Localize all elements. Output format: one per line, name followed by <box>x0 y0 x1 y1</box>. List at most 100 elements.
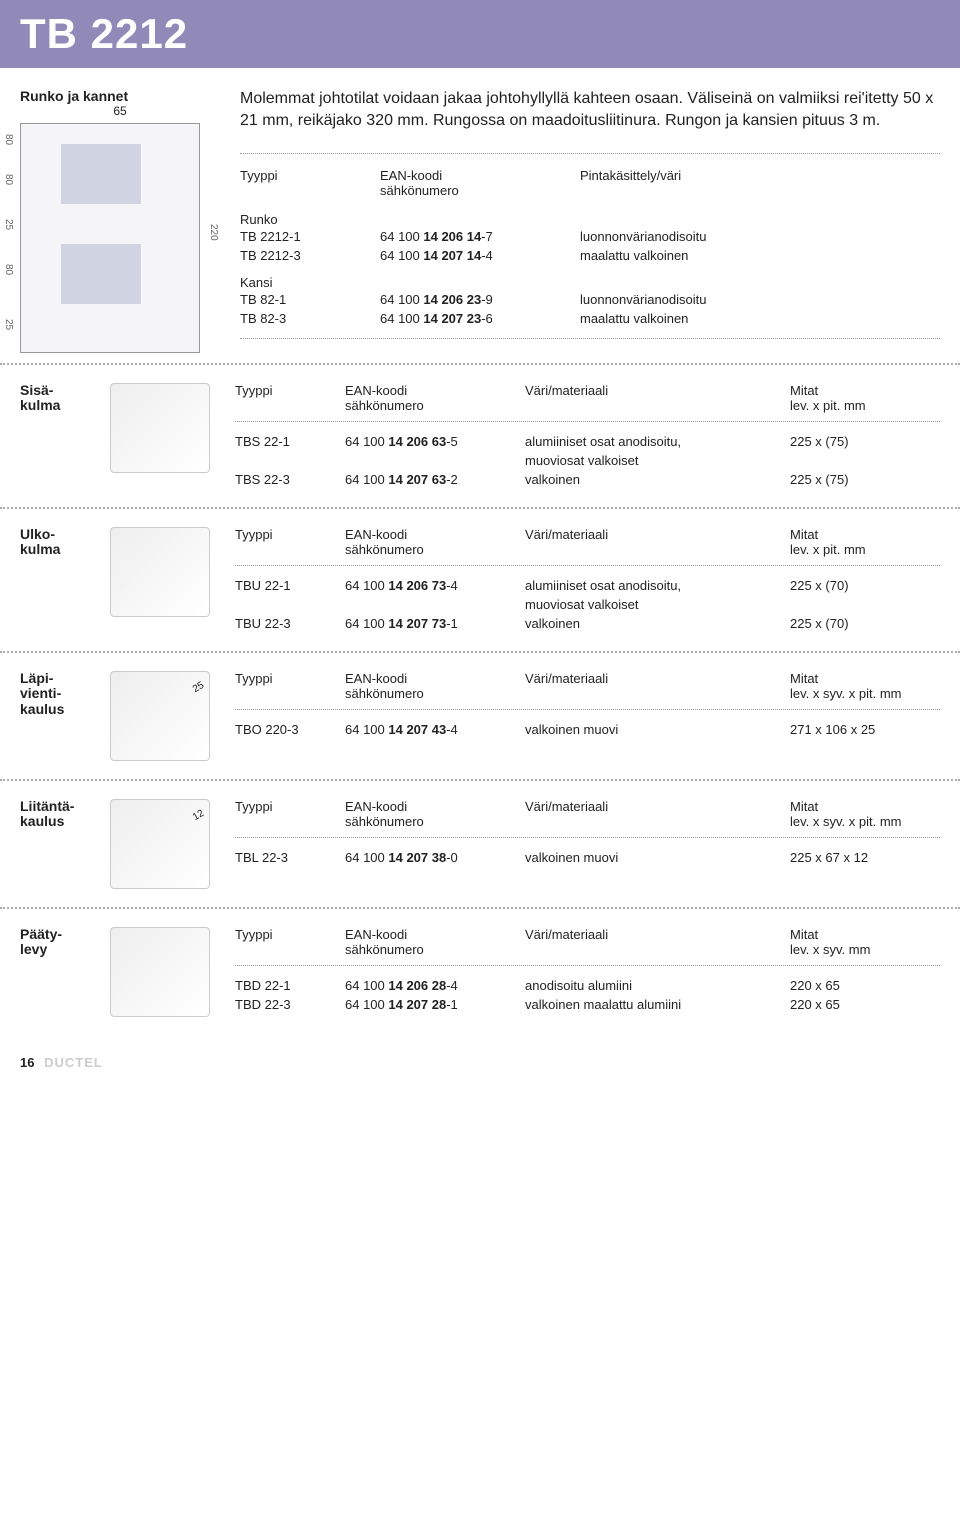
section-illustration <box>110 927 220 1017</box>
table-row: TBS 22-164 100 14 206 63-5alumiiniset os… <box>235 432 940 451</box>
product-icon: 12 <box>110 799 210 889</box>
cell-type: TB 2212-1 <box>240 229 380 244</box>
hdr-dims: Mitatlev. x syv. x pit. mm <box>790 671 940 701</box>
section-label: Sisä-kulma <box>20 383 95 489</box>
data-row: TB 2212-164 100 14 206 14-7luonnonvärian… <box>240 227 940 246</box>
cell-desc: valkoinen <box>525 472 790 487</box>
section-label: Pääty-levy <box>20 927 95 1017</box>
dim-e: 25 <box>3 319 14 330</box>
product-icon: 25 <box>110 671 210 761</box>
cell-size <box>790 453 940 468</box>
section-header-row: TyyppiEAN-koodisähkönumeroVäri/materiaal… <box>235 527 940 566</box>
table-row: TBS 22-364 100 14 207 63-2valkoinen225 x… <box>235 470 940 489</box>
cell-type: TBD 22-1 <box>235 978 345 993</box>
cell-ean: 64 100 14 207 73-1 <box>345 616 525 631</box>
section-label: Liitäntä-kaulus <box>20 799 95 889</box>
hdr-type: Tyyppi <box>235 527 345 557</box>
dim-d: 80 <box>3 264 14 275</box>
cell-size: 271 x 106 x 25 <box>790 722 940 737</box>
cell-desc: luonnonvärianodisoitu <box>580 229 940 244</box>
table-row: muoviosat valkoiset <box>235 595 940 614</box>
cell-desc: valkoinen muovi <box>525 722 790 737</box>
section-data: TyyppiEAN-koodisähkönumeroVäri/materiaal… <box>235 927 940 1017</box>
cell-ean: 64 100 14 206 73-4 <box>345 578 525 593</box>
cell-size <box>790 597 940 612</box>
hdr-material: Väri/materiaali <box>525 927 790 957</box>
section-illustration: 25 <box>110 671 220 761</box>
section-header-row: TyyppiEAN-koodisähkönumeroVäri/materiaal… <box>235 383 940 422</box>
group1-title: Runko <box>240 212 940 227</box>
page-footer: 16 DUCTEL <box>0 1035 960 1090</box>
cell-ean: 64 100 14 206 14-7 <box>380 229 580 244</box>
hdr-ean: EAN-koodisähkönumero <box>345 799 525 829</box>
cell-size: 220 x 65 <box>790 997 940 1012</box>
hdr-dims: Mitatlev. x pit. mm <box>790 383 940 413</box>
data-row: TB 82-364 100 14 207 23-6maalattu valkoi… <box>240 309 940 328</box>
cell-desc: muoviosat valkoiset <box>525 453 790 468</box>
cell-type: TB 82-1 <box>240 292 380 307</box>
cell-type: TBU 22-1 <box>235 578 345 593</box>
cell-desc: anodisoitu alumiini <box>525 978 790 993</box>
section-data: TyyppiEAN-koodisähkönumeroVäri/materiaal… <box>235 383 940 489</box>
cell-type: TBO 220-3 <box>235 722 345 737</box>
cell-size: 225 x (70) <box>790 578 940 593</box>
brand-name: DUCTEL <box>44 1055 103 1070</box>
cell-desc: maalattu valkoinen <box>580 248 940 263</box>
cell-desc: alumiiniset osat anodisoitu, <box>525 434 790 449</box>
product-section: Pääty-levy TyyppiEAN-koodisähkönumeroVäri… <box>0 907 960 1035</box>
cell-desc: maalattu valkoinen <box>580 311 940 326</box>
section-header-row: TyyppiEAN-koodisähkönumeroVäri/materiaal… <box>235 671 940 710</box>
cell-desc: valkoinen maalattu alumiini <box>525 997 790 1012</box>
cell-type: TB 2212-3 <box>240 248 380 263</box>
section-illustration: 12 <box>110 799 220 889</box>
cell-type: TBL 22-3 <box>235 850 345 865</box>
cell-ean: 64 100 14 207 28-1 <box>345 997 525 1012</box>
diagram-width: 65 <box>20 104 220 118</box>
table-row: muoviosat valkoiset <box>235 451 940 470</box>
cell-ean: 64 100 14 207 63-2 <box>345 472 525 487</box>
hdr-dims: Mitatlev. x syv. mm <box>790 927 940 957</box>
product-section: Sisä-kulma TyyppiEAN-koodisähkönumeroVäri… <box>0 363 960 507</box>
hdr-ean: EAN-koodisähkönumero <box>345 383 525 413</box>
hdr-ean: EAN-koodi sähkönumero <box>380 168 580 198</box>
intro-text: Molemmat johtotilat voidaan jakaa johtoh… <box>240 88 940 133</box>
section-data: TyyppiEAN-koodisähkönumeroVäri/materiaal… <box>235 671 940 761</box>
cell-ean <box>345 597 525 612</box>
profile-drawing: 80 80 25 80 25 220 <box>20 123 200 353</box>
cell-desc: muoviosat valkoiset <box>525 597 790 612</box>
data-row: TB 2212-364 100 14 207 14-4maalattu valk… <box>240 246 940 265</box>
page-title: TB 2212 <box>20 10 188 57</box>
section-label: Läpi-vienti-kaulus <box>20 671 95 761</box>
section-illustration <box>110 383 220 489</box>
cell-ean: 64 100 14 206 23-9 <box>380 292 580 307</box>
dimension-annotation: 12 <box>191 808 206 823</box>
hdr-ean: EAN-koodisähkönumero <box>345 927 525 957</box>
cell-ean <box>345 453 525 468</box>
table-row: TBD 22-364 100 14 207 28-1valkoinen maal… <box>235 995 940 1014</box>
cell-ean: 64 100 14 207 38-0 <box>345 850 525 865</box>
table-row: TBO 220-364 100 14 207 43-4valkoinen muo… <box>235 720 940 739</box>
top-section: Runko ja kannet 65 80 80 25 80 25 220 Mo… <box>0 68 960 363</box>
cell-ean: 64 100 14 206 63-5 <box>345 434 525 449</box>
table-row: TBD 22-164 100 14 206 28-4anodisoitu alu… <box>235 976 940 995</box>
section-label: Ulko-kulma <box>20 527 95 633</box>
cell-type <box>235 453 345 468</box>
hdr-type: Tyyppi <box>240 168 380 198</box>
hdr-material: Väri/materiaali <box>525 799 790 829</box>
top-data-block: Tyyppi EAN-koodi sähkönumero Pintakäsitt… <box>240 153 940 339</box>
cell-desc: valkoinen muovi <box>525 850 790 865</box>
cell-ean: 64 100 14 207 43-4 <box>345 722 525 737</box>
page-title-bar: TB 2212 <box>0 0 960 68</box>
diagram-column: Runko ja kannet 65 80 80 25 80 25 220 <box>20 88 220 353</box>
dim-c: 25 <box>3 219 14 230</box>
section-header-row: TyyppiEAN-koodisähkönumeroVäri/materiaal… <box>235 927 940 966</box>
cell-size: 225 x (75) <box>790 434 940 449</box>
hdr-type: Tyyppi <box>235 671 345 701</box>
cell-size: 225 x (70) <box>790 616 940 631</box>
section-data: TyyppiEAN-koodisähkönumeroVäri/materiaal… <box>235 799 940 889</box>
data-row: TB 82-164 100 14 206 23-9luonnonvärianod… <box>240 290 940 309</box>
hdr-material: Väri/materiaali <box>525 671 790 701</box>
hdr-material: Väri/materiaali <box>525 527 790 557</box>
hdr-finish: Pintakäsittely/väri <box>580 168 940 198</box>
group2-title: Kansi <box>240 275 940 290</box>
